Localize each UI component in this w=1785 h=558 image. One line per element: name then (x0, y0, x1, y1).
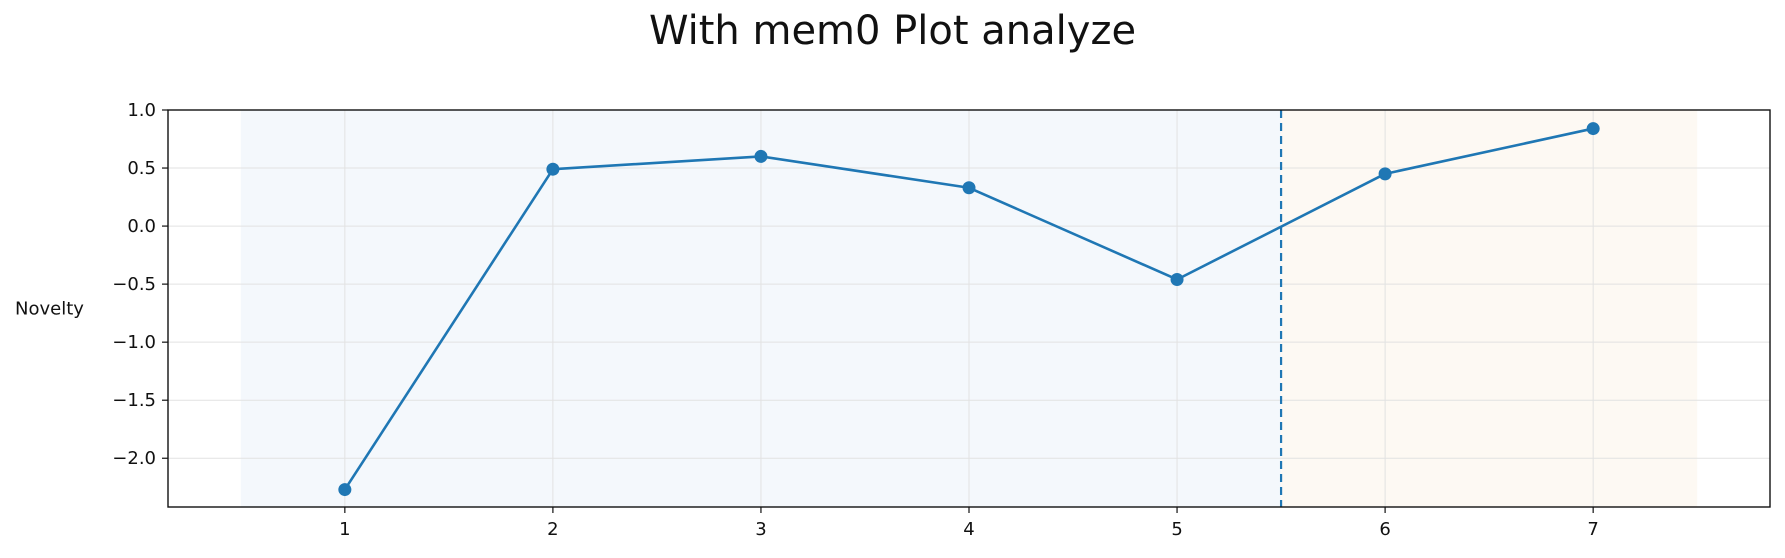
chart-title: With mem0 Plot analyze (648, 8, 1137, 54)
x-tick-label: 3 (755, 519, 766, 540)
y-axis-label: Novelty (15, 299, 84, 320)
data-point (338, 483, 352, 497)
y-tick-label: −0.5 (112, 274, 156, 295)
x-tick-label: 5 (1171, 519, 1182, 540)
x-tick-label: 6 (1379, 519, 1390, 540)
data-point (546, 162, 560, 176)
x-tick-label: 2 (547, 519, 558, 540)
x-tick-label: 1 (339, 519, 350, 540)
data-point (1170, 272, 1184, 286)
y-tick-label: −1.0 (112, 332, 156, 353)
x-tick-label: 4 (963, 519, 974, 540)
y-tick-label: 0.0 (127, 216, 156, 237)
data-point (1378, 167, 1392, 181)
x-tick-label: 7 (1587, 519, 1598, 540)
y-tick-label: −1.5 (112, 390, 156, 411)
data-point (962, 181, 976, 195)
y-tick-label: 1.0 (127, 100, 156, 121)
y-tick-label: 0.5 (127, 158, 156, 179)
y-tick-label: −2.0 (112, 448, 156, 469)
data-point (754, 149, 768, 163)
shaded-region-2 (1281, 110, 1698, 507)
data-point (1586, 122, 1600, 136)
